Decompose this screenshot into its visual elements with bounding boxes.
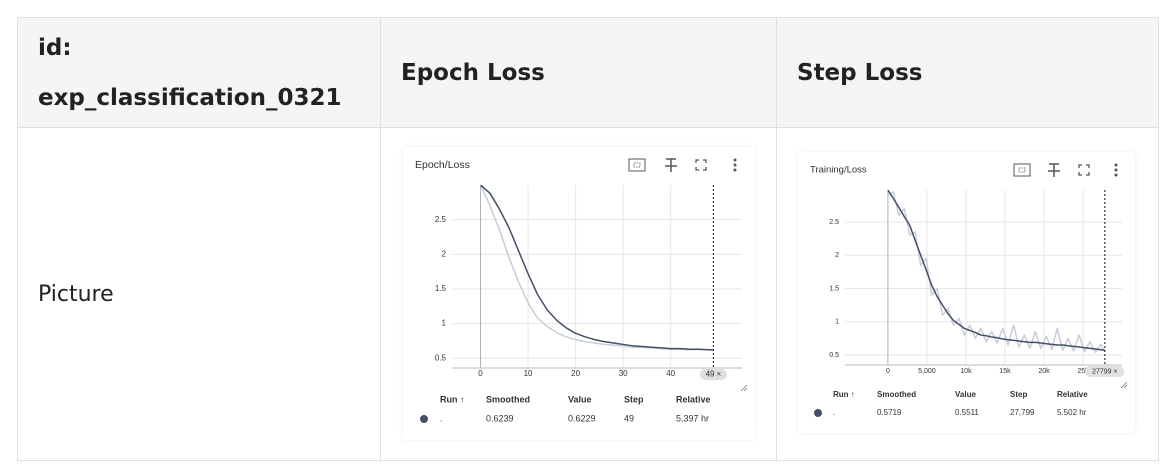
tooltip-cell: 27,799	[1010, 408, 1035, 417]
header-cell: Step Loss	[776, 17, 1159, 128]
chart-card: Epoch/Loss 0.5 1 1.5 2 2.5 0 10 20 30 40 49 × Run ↑ S…	[403, 147, 755, 440]
x-tick-label: 30	[619, 369, 628, 378]
tooltip-cell: .	[833, 408, 835, 417]
y-tick-label: 1	[835, 319, 839, 326]
tooltip-header: Step	[624, 394, 644, 404]
tooltip-header: Value	[568, 394, 592, 404]
cursor-label-bg	[1085, 366, 1125, 377]
series-line	[887, 191, 1106, 354]
tooltip-header: Value	[955, 390, 976, 399]
row-label: Picture	[38, 281, 114, 307]
x-tick-label: 20	[571, 369, 580, 378]
row-label-cell: Picture	[17, 127, 381, 461]
x-tick-label: 5,000	[918, 368, 936, 375]
tooltip-header: Run ↑	[440, 394, 465, 404]
more-icon[interactable]	[733, 158, 737, 172]
fit-icon[interactable]	[628, 158, 646, 172]
header-cell: Epoch Loss	[380, 17, 777, 128]
cursor-label: 27799 ×	[1092, 368, 1118, 375]
y-tick-label: 0.5	[435, 353, 447, 362]
y-tick-label: 2	[442, 249, 447, 258]
tooltip-header: Relative	[676, 394, 711, 404]
tooltip-cell: 5.502 hr	[1057, 408, 1087, 417]
x-tick-label: 10	[524, 369, 533, 378]
tooltip-header: Smoothed	[877, 390, 916, 399]
icon-shape	[733, 158, 737, 162]
series-line	[479, 185, 714, 351]
fullscreen-icon[interactable]	[1078, 164, 1090, 176]
fit-icon[interactable]	[1013, 163, 1031, 177]
icon-shape	[733, 168, 737, 172]
tooltip-cell: 0.6239	[486, 413, 514, 423]
series-line	[480, 185, 714, 351]
tooltip-cell: 49	[624, 413, 634, 423]
pin-icon[interactable]	[665, 158, 677, 172]
header-text: Step Loss	[797, 59, 923, 86]
cursor-label: 49 ×	[706, 370, 722, 379]
icon-shape	[1013, 163, 1031, 177]
resize-handle[interactable]	[740, 384, 748, 392]
chart-title: Training/Loss	[810, 165, 867, 176]
x-tick-label: 25k	[1077, 368, 1089, 375]
icon-shape	[1114, 168, 1118, 172]
y-tick-label: 1.5	[435, 284, 447, 293]
x-tick-label: 20k	[1038, 368, 1050, 375]
y-tick-label: 0.5	[829, 352, 839, 359]
icon-shape	[1078, 164, 1090, 176]
tooltip-cell: 0.6229	[568, 413, 596, 423]
tooltip-header: Run ↑	[833, 390, 855, 399]
header-text: Epoch Loss	[401, 59, 545, 86]
y-tick-label: 2.5	[435, 215, 447, 224]
y-tick-label: 1.5	[829, 285, 839, 292]
tooltip-header: Smoothed	[486, 394, 530, 404]
cursor-label-bg	[700, 369, 727, 380]
tooltip-cell: .	[440, 413, 443, 423]
x-tick-label: 15k	[999, 368, 1011, 375]
icon-shape	[733, 163, 737, 167]
series-line	[887, 190, 1105, 351]
icon-shape	[1018, 167, 1026, 173]
run-color-dot	[420, 415, 428, 423]
run-color-dot	[814, 409, 822, 417]
resize-handle[interactable]	[1120, 381, 1128, 389]
icon-shape	[628, 158, 646, 172]
y-tick-label: 1	[442, 319, 447, 328]
fullscreen-icon[interactable]	[695, 159, 707, 171]
header-text: id: exp_classification_0321	[38, 34, 342, 111]
icon-shape	[695, 159, 707, 171]
icon-shape	[1114, 173, 1118, 177]
icon-shape	[665, 158, 677, 172]
icon-shape	[1048, 163, 1060, 177]
tooltip-cell: 5.397 hr	[676, 413, 709, 423]
chart-cell	[776, 127, 1159, 461]
chart: Training/Loss 0.5 1 1.5 2 2.5 0 5,000 10k 15k 20k 2…	[810, 163, 1128, 417]
tooltip-cell: 0.5511	[955, 408, 979, 417]
y-tick-label: 2	[835, 252, 839, 259]
x-tick-label: 0	[478, 369, 483, 378]
x-tick-label: 10k	[960, 368, 972, 375]
y-tick-label: 2.5	[829, 219, 839, 226]
tooltip-header: Relative	[1057, 390, 1088, 399]
x-tick-label: 0	[886, 368, 890, 375]
icon-shape	[633, 162, 641, 168]
pin-icon[interactable]	[1048, 163, 1060, 177]
chart: Epoch/Loss 0.5 1 1.5 2 2.5 0 10 20 30 40 49 × Run ↑ S…	[415, 158, 748, 423]
chart-title: Epoch/Loss	[415, 159, 470, 171]
chart-card: Training/Loss 0.5 1 1.5 2 2.5 0 5,000 10k 15k 20k 2…	[798, 152, 1135, 433]
header-cell: id: exp_classification_0321	[17, 17, 381, 128]
tooltip-header: Step	[1010, 390, 1027, 399]
more-icon[interactable]	[1114, 163, 1118, 177]
x-tick-label: 40	[666, 369, 675, 378]
tooltip-cell: 0.5719	[877, 408, 902, 417]
icon-shape	[1114, 163, 1118, 167]
